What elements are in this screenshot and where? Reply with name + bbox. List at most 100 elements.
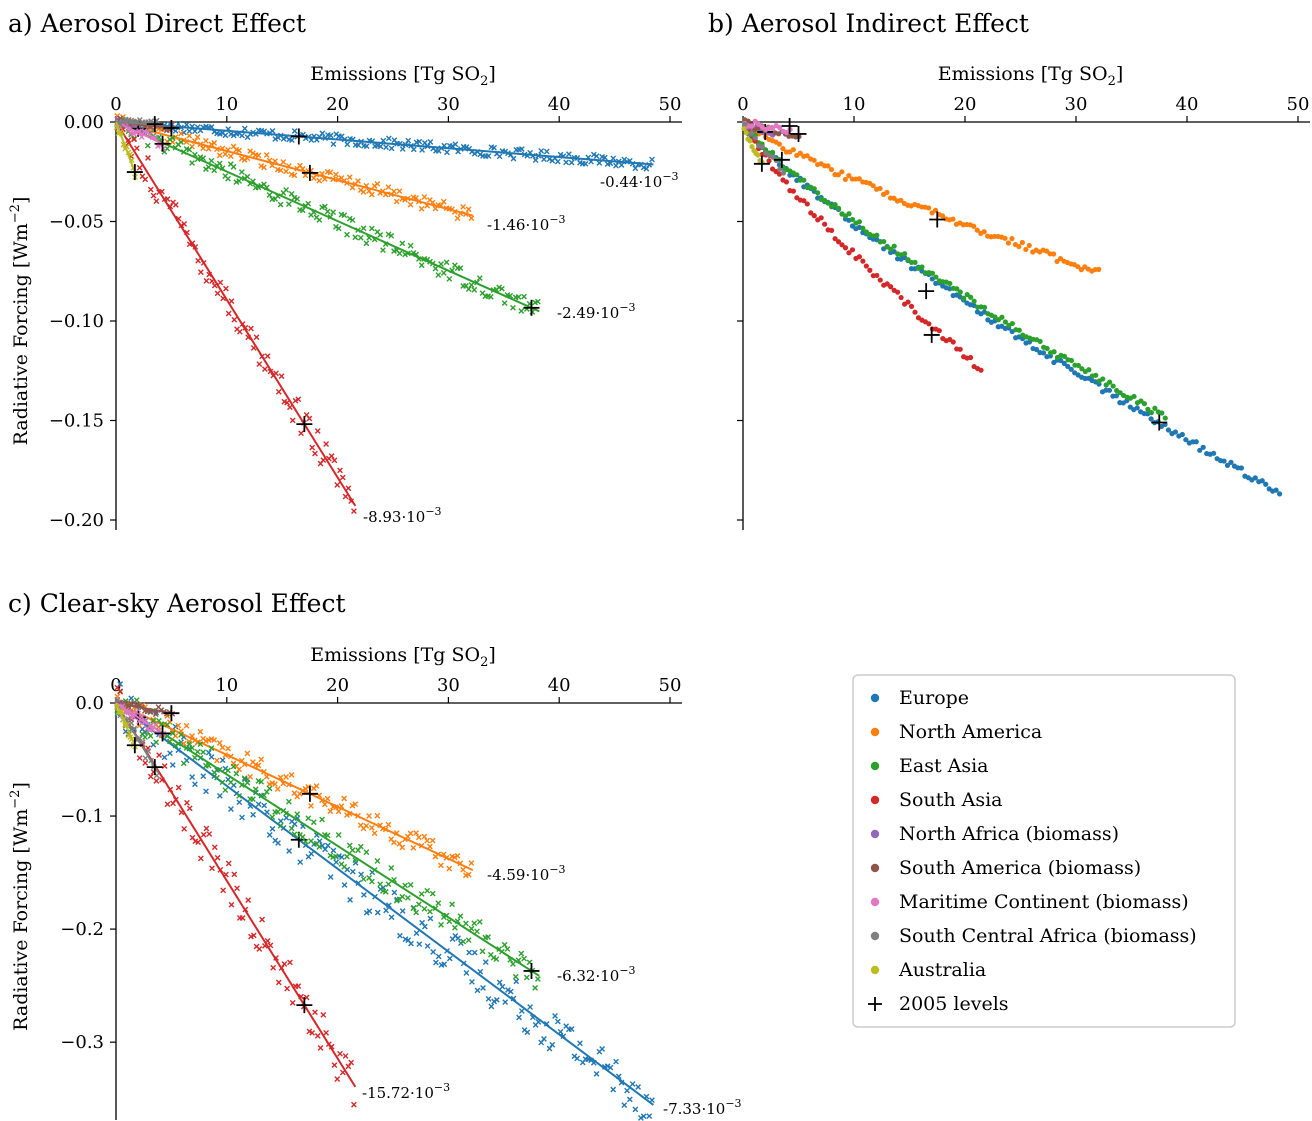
y-tick-label: −0.10 (49, 311, 104, 332)
fit-line (115, 702, 654, 1106)
data-point (957, 346, 963, 352)
series-north-america: -1.46·10−3 (114, 112, 566, 234)
data-point (1016, 327, 1022, 333)
fit-line (115, 702, 159, 774)
x-axis-label: Emissions [Tg SO2] (310, 644, 496, 670)
data-point (241, 157, 248, 163)
data-point (323, 1029, 330, 1036)
data-point (352, 234, 359, 241)
data-point (410, 905, 417, 912)
data-point (590, 151, 597, 158)
data-point (747, 138, 753, 144)
marker-2005 (154, 135, 171, 152)
data-point (305, 815, 312, 822)
slope-label: -4.59·10−3 (487, 863, 566, 884)
data-point (912, 309, 918, 315)
data-point (1086, 367, 1092, 373)
data-point (967, 354, 974, 361)
fit-line (115, 121, 474, 217)
data-point (167, 136, 173, 143)
panel-c-title: c) Clear-sky Aerosol Effect (8, 589, 346, 618)
data-point (277, 822, 284, 829)
data-point (203, 825, 210, 832)
data-point (846, 250, 852, 256)
data-point (374, 858, 381, 864)
data-point (770, 125, 776, 132)
data-point (554, 1018, 561, 1025)
data-point (277, 167, 284, 174)
legend-entry-europe: Europe (870, 687, 969, 709)
data-point (253, 334, 260, 341)
x-tick-label: 50 (659, 675, 682, 696)
data-point (599, 1046, 606, 1052)
data-point (593, 153, 600, 160)
data-point (363, 143, 370, 150)
data-point (849, 247, 856, 253)
data-point (297, 859, 304, 865)
data-point (957, 289, 963, 295)
data-point (258, 756, 265, 763)
data-point (236, 799, 243, 806)
data-point (385, 184, 392, 191)
data-point (306, 1028, 313, 1035)
data-point (167, 750, 173, 757)
data-point (205, 164, 212, 171)
data-point (363, 909, 370, 916)
data-point (241, 125, 248, 132)
data-point (327, 874, 334, 880)
data-point (291, 172, 298, 179)
fit-line (115, 121, 654, 166)
legend-entry-maritime-continent-biomass: Maritime Continent (biomass) (870, 891, 1189, 913)
data-point (274, 808, 281, 815)
data-point (510, 961, 516, 967)
data-point (479, 948, 486, 955)
data-point (1106, 387, 1113, 393)
data-point (1165, 427, 1172, 433)
data-point (471, 949, 478, 956)
data-point (342, 1053, 349, 1059)
legend-label: South Central Africa (biomass) (899, 925, 1197, 947)
data-point (504, 946, 511, 952)
data-point (114, 696, 121, 703)
data-point (337, 1050, 343, 1057)
data-point (128, 695, 135, 702)
data-point (349, 802, 356, 809)
data-point (1100, 376, 1106, 382)
data-point (186, 805, 193, 812)
data-point (291, 128, 298, 134)
data-point (203, 788, 209, 795)
data-point (178, 731, 184, 738)
data-point (294, 196, 301, 202)
data-point (902, 251, 908, 257)
data-point (374, 181, 381, 187)
data-point (891, 195, 897, 201)
data-point (407, 830, 414, 837)
data-point (413, 830, 419, 836)
data-point (261, 164, 267, 171)
data-point (501, 300, 508, 307)
data-point (183, 121, 190, 128)
data-point (236, 766, 242, 773)
marker-2005 (301, 164, 318, 181)
data-point (225, 860, 232, 867)
legend-marker (870, 693, 880, 703)
data-point (368, 824, 375, 831)
data-point (164, 801, 171, 808)
data-point (368, 878, 375, 885)
data-point (780, 146, 786, 152)
data-point (287, 404, 293, 411)
data-point (749, 130, 755, 136)
data-point (328, 453, 335, 459)
data-point (391, 889, 398, 896)
series-south-america-biomass (114, 699, 180, 722)
series-east-asia (742, 119, 1168, 431)
data-point (236, 178, 242, 184)
data-point (1026, 339, 1033, 345)
data-point (496, 979, 503, 986)
data-point (287, 959, 293, 966)
data-point (241, 775, 248, 782)
data-point (867, 267, 873, 273)
data-point (415, 834, 422, 841)
data-point (435, 953, 442, 960)
data-point (245, 897, 252, 903)
